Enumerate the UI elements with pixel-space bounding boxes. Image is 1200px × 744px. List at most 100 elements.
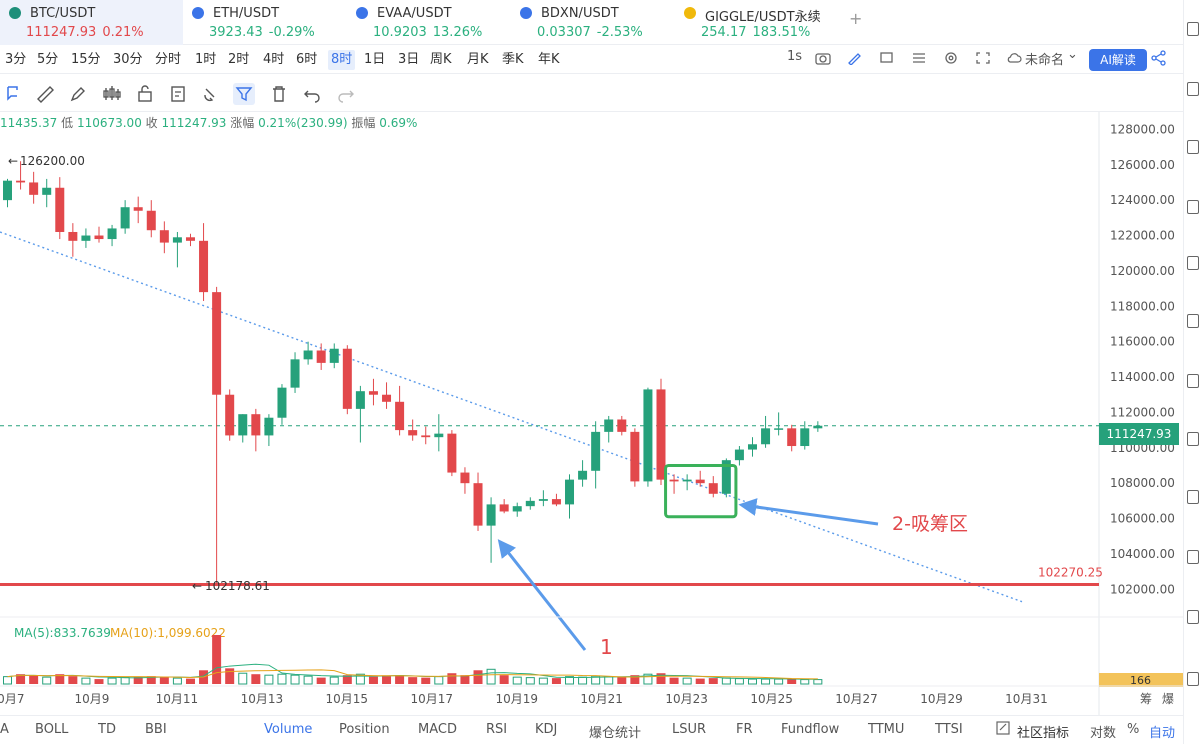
timeframe-option[interactable]: 3日 xyxy=(398,52,420,67)
pen-icon[interactable] xyxy=(847,51,863,69)
sidebar-help-icon[interactable] xyxy=(1187,610,1199,624)
candle xyxy=(708,476,718,498)
timeframe-option[interactable]: 2时 xyxy=(228,52,250,67)
ticker-price: 254.17 xyxy=(701,25,747,40)
indicator-tab[interactable]: RSI xyxy=(486,722,508,737)
y-tick-label: 102000.00 xyxy=(1110,582,1175,596)
ruler-icon[interactable] xyxy=(34,83,56,105)
indicator-tab[interactable]: A xyxy=(0,722,9,737)
filter-icon[interactable] xyxy=(233,83,255,105)
candle xyxy=(368,378,378,406)
annotation-arrow-2 xyxy=(738,498,879,526)
timeframe-option[interactable]: 1时 xyxy=(195,52,217,67)
indicator-tab[interactable]: KDJ xyxy=(535,722,558,737)
timeframe-option[interactable]: 3分 xyxy=(5,52,27,67)
sidebar-chat-icon[interactable] xyxy=(1187,432,1199,446)
ticker-tab[interactable]: BDXN/USDT 0.03307 -2.53% xyxy=(511,0,675,45)
ticker-tab[interactable]: BTC/USDT 111247.93 0.21% xyxy=(0,0,183,45)
indicator-tab[interactable]: BOLL xyxy=(35,722,69,737)
candles-icon[interactable] xyxy=(101,83,123,105)
x-tick-label: 10月31 xyxy=(1005,692,1048,706)
sidebar-data-icon[interactable] xyxy=(1187,374,1199,388)
indicator-tab[interactable]: Volume xyxy=(264,722,313,737)
indicator-tab[interactable]: Fundflow xyxy=(781,722,840,737)
timeframe-option[interactable]: 周K xyxy=(430,52,452,67)
timeframe-option[interactable]: 分时 xyxy=(155,52,182,67)
add-tab-button[interactable]: + xyxy=(849,9,863,28)
ticker-tab[interactable]: ETH/USDT 3923.43 -0.29% xyxy=(183,0,347,45)
indicator-tab[interactable]: FR xyxy=(736,722,753,737)
sidebar-watchlist-icon[interactable] xyxy=(1187,200,1199,214)
price-chart[interactable]: 128000.00 126000.00 124000.00 122000.00 1200… xyxy=(0,112,1183,715)
axis-corner-right: 爆 xyxy=(1162,692,1174,706)
indicator-tab[interactable]: TD xyxy=(98,722,116,737)
cursor-tool-icon[interactable] xyxy=(3,83,25,105)
share-icon[interactable] xyxy=(1151,50,1167,70)
undo-icon[interactable] xyxy=(301,83,323,105)
x-tick-label: 10月21 xyxy=(580,692,623,706)
auto-scale-toggle[interactable]: 自动 xyxy=(1149,726,1176,741)
trash-icon[interactable] xyxy=(268,83,290,105)
sidebar-panel-icon[interactable] xyxy=(1187,22,1199,36)
list-icon[interactable] xyxy=(911,51,927,69)
ticker-tab[interactable]: EVAA/USDT 10.9203 13.26% xyxy=(347,0,511,45)
fullscreen-icon[interactable] xyxy=(975,51,991,69)
ai-analysis-button[interactable]: AI解读 xyxy=(1089,49,1147,71)
candle-body xyxy=(774,428,784,430)
community-indicator-button[interactable]: 社区指标 xyxy=(1017,726,1070,741)
magnet-icon[interactable] xyxy=(200,83,222,105)
community-indicator-icon[interactable] xyxy=(996,721,1010,739)
redo-icon[interactable] xyxy=(335,83,357,105)
sidebar-settings-icon[interactable] xyxy=(1187,550,1199,564)
sidebar-alert-icon[interactable] xyxy=(1187,140,1199,154)
layout-name-dropdown[interactable]: 未命名 xyxy=(1025,53,1065,68)
chevron-down-icon[interactable]: ⌄ xyxy=(1067,47,1078,62)
timeframe-option[interactable]: 季K xyxy=(502,52,524,67)
indicator-tab[interactable]: TTMU xyxy=(868,722,905,737)
eth-icon xyxy=(192,7,204,19)
indicator-tab[interactable]: LSUR xyxy=(672,722,707,737)
indicator-tab[interactable]: MACD xyxy=(418,722,457,737)
timeframe-option[interactable]: 15分 xyxy=(71,52,101,67)
ticker-tab[interactable]: GIGGLE/USDT永续 254.17 183.51% xyxy=(675,0,835,45)
candle xyxy=(774,412,784,436)
volume-bar xyxy=(146,676,156,684)
timeframe-option[interactable]: 月K xyxy=(467,52,489,67)
candle-body xyxy=(290,359,300,388)
brush-icon[interactable] xyxy=(67,83,89,105)
sidebar-calendar-icon[interactable] xyxy=(1187,314,1199,328)
sidebar-order-icon[interactable] xyxy=(1187,82,1199,96)
gear-icon[interactable] xyxy=(943,51,959,69)
timeframe-option[interactable]: 年K xyxy=(538,52,560,67)
sidebar-more-icon[interactable] xyxy=(1187,672,1199,686)
log-scale-toggle[interactable]: 对数 xyxy=(1090,726,1117,741)
candle xyxy=(238,414,248,443)
percent-scale-toggle[interactable]: % xyxy=(1127,722,1140,737)
refresh-interval[interactable]: 1s xyxy=(787,49,803,64)
indicator-tab[interactable]: 爆仓统计 xyxy=(589,726,642,741)
indicator-tab[interactable]: Position xyxy=(339,722,390,737)
timeframe-option[interactable]: 6时 xyxy=(296,52,318,67)
y-tick-label: 114000.00 xyxy=(1110,370,1175,384)
comment-icon[interactable] xyxy=(879,51,895,69)
volume-bar xyxy=(3,676,12,685)
edit-note-icon[interactable] xyxy=(168,83,190,105)
timeframe-option[interactable]: 5分 xyxy=(37,52,59,67)
candle-body xyxy=(578,470,588,480)
ticker-price-change: 10.9203 13.26% xyxy=(373,25,482,40)
y-tick-label: 120000.00 xyxy=(1110,264,1175,278)
indicator-tab[interactable]: TTSI xyxy=(935,722,963,737)
timeframe-option[interactable]: 30分 xyxy=(113,52,143,67)
camera-icon[interactable] xyxy=(815,51,831,69)
low-label: 低 xyxy=(61,116,74,130)
lock-icon[interactable] xyxy=(134,83,156,105)
timeframe-option[interactable]: 4时 xyxy=(263,52,285,67)
candle xyxy=(669,474,679,494)
volume-ma-tag xyxy=(1099,673,1183,687)
sidebar-news-icon[interactable] xyxy=(1187,256,1199,270)
sidebar-tools-icon[interactable] xyxy=(1187,490,1199,504)
timeframe-option[interactable]: 1日 xyxy=(364,52,386,67)
timeframe-option[interactable]: 8时 xyxy=(328,50,356,70)
indicator-tab[interactable]: BBI xyxy=(145,722,167,737)
y-tick-label: 106000.00 xyxy=(1110,512,1175,526)
